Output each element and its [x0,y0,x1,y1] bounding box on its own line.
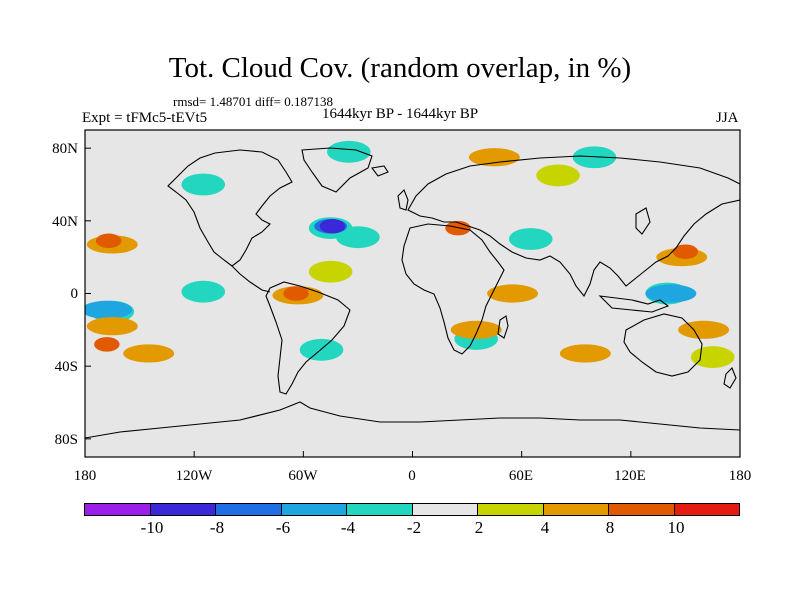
coast-south-america [265,281,351,395]
colorbar-label-6: 2 [474,518,484,537]
anomaly-amazon-core [283,286,309,301]
lat-label-40s: 40S [54,359,78,375]
colorbar-label-2: -8 [209,518,225,537]
colorbar-label-7: 4 [540,518,550,537]
coast-antarctica [85,401,740,439]
colorbar-label-8: 8 [605,518,615,537]
anomaly-mid-atlantic-negative [336,226,380,249]
anomaly-central-pacific-negative [181,280,226,303]
season-label: JJA [716,110,739,126]
coast-japan [635,207,651,235]
lon-label-180e: 180 [728,468,752,484]
colorbar [84,503,740,516]
lon-label-60e: 60E [508,468,534,484]
colorbar-label-1: -10 [140,518,164,537]
lat-label-40n: 40N [52,214,78,230]
anomaly-north-pacific-west-core [95,233,122,249]
stats-line: rmsd= 1.48701 diff= 0.187138 [173,94,333,109]
anomaly-arctic-positive [468,148,520,167]
coast-greenland [301,147,373,193]
anomaly-north-atlantic-center [319,219,346,234]
colorbar-label-3: -6 [275,518,291,537]
axis-ticks [84,147,741,457]
colorbar-cell-4 [280,503,347,516]
colorbar-label-5: -2 [406,518,422,537]
chart-title: Tot. Cloud Cov. (random overlap, in %) [168,52,632,84]
coast-north-america [167,149,293,267]
colorbar-cell-6 [411,503,478,516]
colorbar-cell-10 [673,503,740,516]
coast-africa [401,223,505,355]
coastlines [85,147,740,439]
anomaly-field [85,140,735,368]
coast-uk [397,189,409,211]
anomaly-south-pacific-core [85,300,133,319]
coast-iceland [371,165,389,177]
coast-indonesia [598,295,670,313]
anomaly-arabian-sea-negative [508,228,553,250]
colorbar-label-4: -4 [340,518,356,537]
anomaly-north-pacific-east-core [672,244,699,259]
anomaly-africa-south-positive [450,320,502,339]
lon-label-0: 0 [408,468,416,484]
colorbar-cell-5 [346,503,413,516]
anomaly-canada-negative [181,173,226,196]
lon-label-60w: 60W [288,468,318,484]
experiment-label: Expt = tFMc5-tEVt5 [82,110,208,126]
anomaly-indian-ocean-positive [487,284,539,303]
lat-label-80s: 80S [54,432,78,448]
anomaly-indian-ocean-south [559,344,611,363]
anomaly-south-america-negative [299,338,344,361]
colorbar-cell-8 [542,503,609,516]
coast-australia [623,313,703,377]
colorbar-cell-7 [477,503,544,516]
colorbar-cell-9 [608,503,675,516]
colorbar-cell-1 [84,503,151,516]
anomaly-south-pacific-band-core [94,337,120,352]
anomaly-south-pacific-east-positive [690,346,735,368]
period-label: 1644kyr BP - 1644kyr BP [322,106,479,122]
colorbar-label-9: 10 [667,518,685,537]
lon-label-180w: 180 [73,468,97,484]
anomaly-north-eurasia-positive [536,164,580,187]
anomaly-south-pacific-band-2 [86,317,138,336]
coast-central-america [231,265,271,293]
anomaly-tropical-atlantic-positive [308,260,353,283]
coast-eurasia [407,155,740,298]
anomaly-pacific-south-east [678,320,730,339]
lat-label-equator: 0 [70,286,79,302]
lat-label-80n: 80N [52,141,78,157]
lon-label-120e: 120E [614,468,646,484]
anomaly-greenland-negative [326,140,371,163]
anomaly-west-pacific-core [645,284,697,303]
coast-new-zealand [723,367,737,389]
anomaly-south-pacific-band [123,344,175,363]
lon-label-120w: 120W [175,468,213,484]
colorbar-cell-3 [215,503,282,516]
colorbar-cell-2 [149,503,216,516]
coast-madagascar [497,315,509,339]
